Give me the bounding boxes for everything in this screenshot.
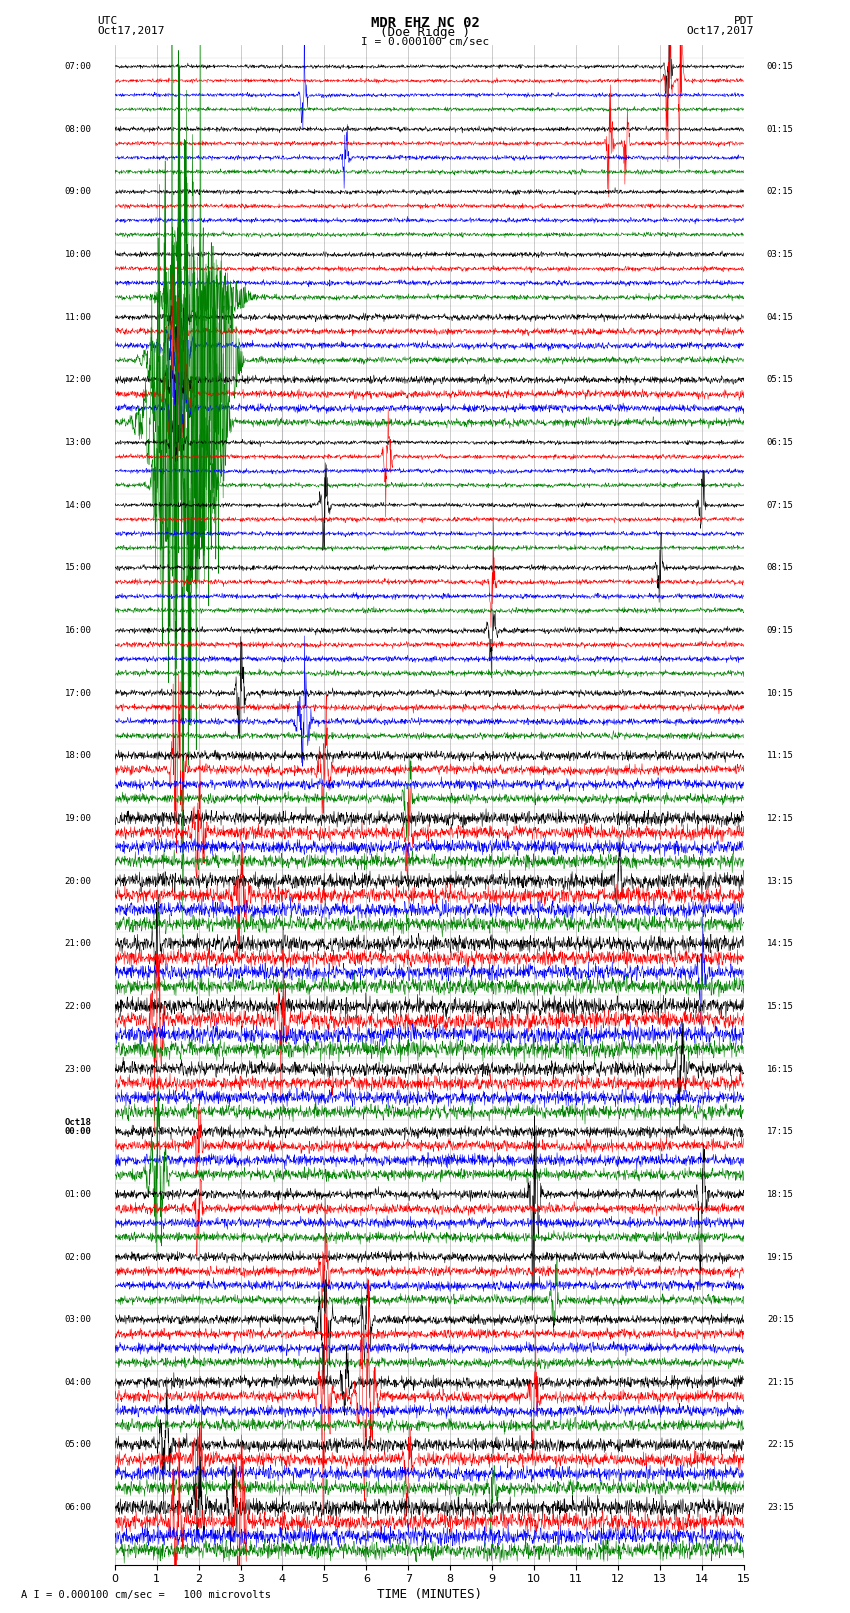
Text: 09:15: 09:15 <box>767 626 794 636</box>
Text: A I = 0.000100 cm/sec =   100 microvolts: A I = 0.000100 cm/sec = 100 microvolts <box>21 1590 271 1600</box>
Text: 06:15: 06:15 <box>767 439 794 447</box>
Text: Oct18: Oct18 <box>65 1118 92 1127</box>
Text: 02:00: 02:00 <box>65 1253 92 1261</box>
Text: 04:00: 04:00 <box>65 1378 92 1387</box>
Text: 21:15: 21:15 <box>767 1378 794 1387</box>
Text: 01:15: 01:15 <box>767 124 794 134</box>
Text: 18:00: 18:00 <box>65 752 92 760</box>
Text: 06:00: 06:00 <box>65 1503 92 1511</box>
Text: 02:15: 02:15 <box>767 187 794 197</box>
Text: PDT: PDT <box>734 16 754 26</box>
Text: 07:15: 07:15 <box>767 500 794 510</box>
Text: 00:00: 00:00 <box>65 1127 92 1136</box>
Text: 01:00: 01:00 <box>65 1190 92 1198</box>
Text: UTC: UTC <box>98 16 118 26</box>
Text: 03:15: 03:15 <box>767 250 794 260</box>
Text: MDR EHZ NC 02: MDR EHZ NC 02 <box>371 16 479 31</box>
Text: 09:00: 09:00 <box>65 187 92 197</box>
Text: 08:00: 08:00 <box>65 124 92 134</box>
Text: 22:00: 22:00 <box>65 1002 92 1011</box>
Text: 11:00: 11:00 <box>65 313 92 321</box>
Text: I = 0.000100 cm/sec: I = 0.000100 cm/sec <box>361 37 489 47</box>
Text: Oct17,2017: Oct17,2017 <box>98 26 165 35</box>
Text: 08:15: 08:15 <box>767 563 794 573</box>
Text: 13:15: 13:15 <box>767 876 794 886</box>
Text: 05:00: 05:00 <box>65 1440 92 1450</box>
Text: 17:00: 17:00 <box>65 689 92 697</box>
Text: 19:15: 19:15 <box>767 1253 794 1261</box>
Text: 15:15: 15:15 <box>767 1002 794 1011</box>
Text: Oct17,2017: Oct17,2017 <box>687 26 754 35</box>
Text: 14:15: 14:15 <box>767 939 794 948</box>
Text: 21:00: 21:00 <box>65 939 92 948</box>
Text: (Doe Ridge ): (Doe Ridge ) <box>380 26 470 39</box>
Text: 15:00: 15:00 <box>65 563 92 573</box>
Text: 23:00: 23:00 <box>65 1065 92 1074</box>
Text: 16:00: 16:00 <box>65 626 92 636</box>
Text: 23:15: 23:15 <box>767 1503 794 1511</box>
Text: 07:00: 07:00 <box>65 61 92 71</box>
Text: 00:15: 00:15 <box>767 61 794 71</box>
Text: 19:00: 19:00 <box>65 815 92 823</box>
Text: 10:00: 10:00 <box>65 250 92 260</box>
Text: 04:15: 04:15 <box>767 313 794 321</box>
Text: 03:00: 03:00 <box>65 1315 92 1324</box>
X-axis label: TIME (MINUTES): TIME (MINUTES) <box>377 1589 482 1602</box>
Text: 16:15: 16:15 <box>767 1065 794 1074</box>
Text: 11:15: 11:15 <box>767 752 794 760</box>
Text: 12:00: 12:00 <box>65 376 92 384</box>
Text: 20:00: 20:00 <box>65 876 92 886</box>
Text: 13:00: 13:00 <box>65 439 92 447</box>
Text: 17:15: 17:15 <box>767 1127 794 1136</box>
Text: 18:15: 18:15 <box>767 1190 794 1198</box>
Text: 22:15: 22:15 <box>767 1440 794 1450</box>
Text: 20:15: 20:15 <box>767 1315 794 1324</box>
Text: 12:15: 12:15 <box>767 815 794 823</box>
Text: 10:15: 10:15 <box>767 689 794 697</box>
Text: 14:00: 14:00 <box>65 500 92 510</box>
Text: 05:15: 05:15 <box>767 376 794 384</box>
